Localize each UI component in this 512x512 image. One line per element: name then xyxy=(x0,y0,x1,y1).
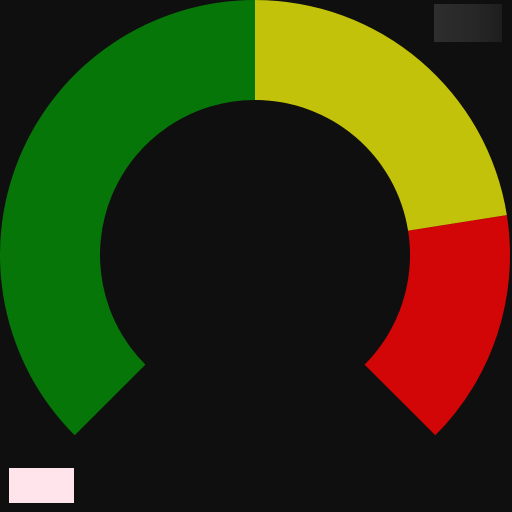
yellow-segment xyxy=(255,0,507,231)
corner-chip xyxy=(434,4,502,42)
legend-swatch xyxy=(9,468,74,503)
green-segment xyxy=(0,0,255,436)
red-segment xyxy=(364,215,510,436)
